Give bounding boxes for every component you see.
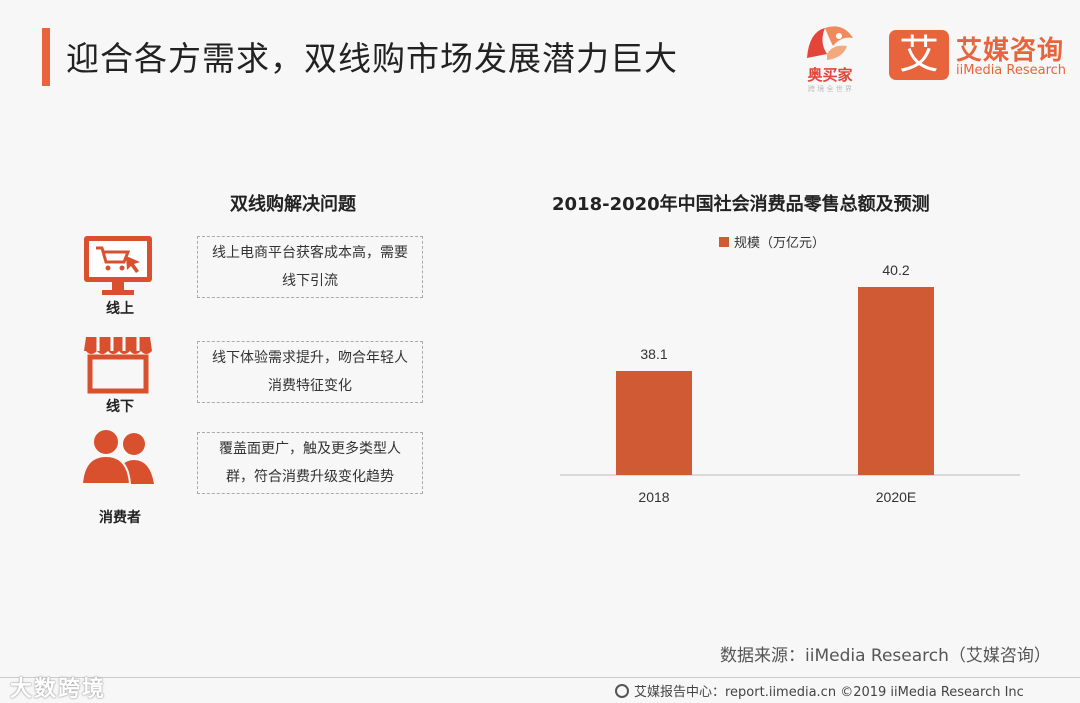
- x-tick-2018: 2018: [638, 489, 669, 505]
- people-icon: [82, 428, 154, 485]
- aomaijia-logo-slogan: 跨 境 全 世 界: [808, 85, 852, 93]
- data-source: 数据来源：iiMedia Research（艾媒咨询）: [720, 646, 1051, 666]
- storefront-icon: [84, 337, 152, 394]
- bar-2018: [616, 371, 692, 475]
- page-title: 迎合各方需求，双线购市场发展潜力巨大: [66, 39, 678, 78]
- data-label-2020E: 40.2: [882, 262, 909, 278]
- iimedia-logo-en: iiMedia Research: [956, 63, 1067, 78]
- data-label-2018: 38.1: [640, 346, 667, 362]
- footer-report-text: 艾媒报告中心：report.iimedia.cn ©2019 iiMedia R…: [634, 685, 1024, 700]
- aomaijia-logo-text: 奥买家: [807, 66, 853, 84]
- item-label-offline: 线下: [106, 399, 134, 415]
- globe-icon: [615, 683, 629, 698]
- item-label-consumer: 消费者: [99, 510, 141, 526]
- legend-label: 规模（万亿元）: [734, 236, 826, 251]
- chart-title: 2018-2020年中国社会消费品零售总额及预测: [552, 194, 930, 215]
- item-label-online: 线上: [106, 301, 134, 317]
- issue-box-offline: 线下体验需求提升，吻合年轻人消费特征变化: [197, 341, 423, 403]
- bar-2020E: [858, 287, 934, 475]
- left-panel-heading: 双线购解决问题: [230, 194, 356, 215]
- x-tick-2020E: 2020E: [876, 489, 916, 505]
- iimedia-logo-cn: 艾媒咨询: [956, 36, 1065, 66]
- chart-legend: 规模（万亿元）: [719, 232, 825, 251]
- issue-box-consumer: 覆盖面更广，触及更多类型人群，符合消费升级变化趋势: [197, 432, 423, 494]
- issue-box-online: 线上电商平台获客成本高，需要线下引流: [197, 236, 423, 298]
- aomaijia-logo-icon: [807, 26, 853, 60]
- legend-swatch: [719, 236, 729, 247]
- monitor-cart-icon: [84, 236, 152, 295]
- footer-divider: [0, 677, 1080, 678]
- footer-report: 艾媒报告中心：report.iimedia.cn ©2019 iiMedia R…: [615, 681, 1024, 700]
- bar-chart: 38.1 2018 40.2 2020E: [560, 262, 1020, 505]
- iimedia-logo-icon: 艾: [889, 30, 949, 80]
- aomaijia-logo: 奥买家 跨 境 全 世 界: [797, 24, 863, 94]
- watermark: 大数跨境: [10, 677, 107, 702]
- title-accent-bar: [42, 28, 50, 86]
